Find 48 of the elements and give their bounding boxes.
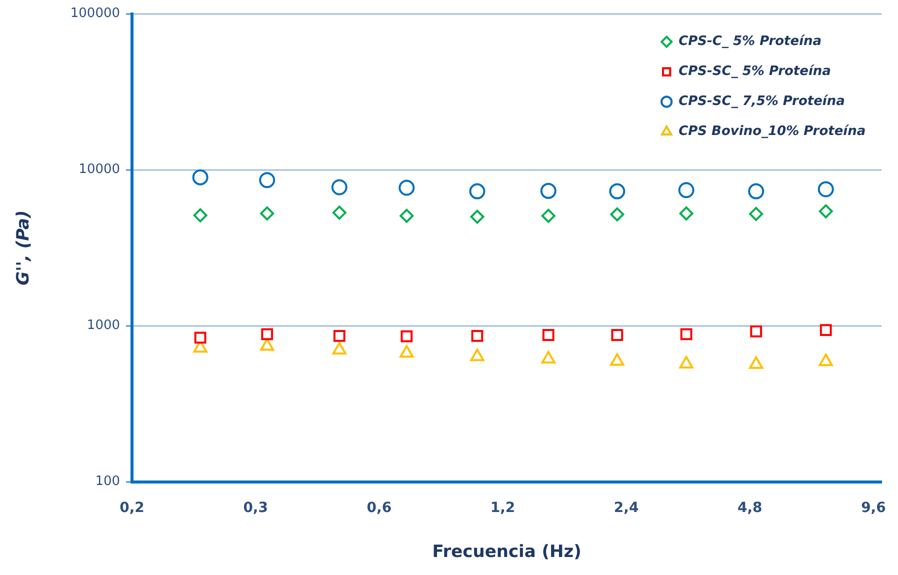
x-tick-label: 0,3 bbox=[243, 500, 268, 516]
y-tick-label: 1000 bbox=[86, 318, 120, 334]
point bbox=[470, 210, 484, 224]
point bbox=[471, 330, 484, 342]
point bbox=[194, 332, 206, 344]
x-tick-label: 9,6 bbox=[861, 500, 886, 516]
point bbox=[818, 181, 834, 198]
point bbox=[748, 183, 764, 200]
x-tick-label: 2,4 bbox=[614, 500, 639, 516]
y-axis-title: G'', (Pa) bbox=[14, 210, 34, 286]
point bbox=[678, 182, 694, 198]
point bbox=[750, 325, 762, 338]
x-tick-label: 0,6 bbox=[366, 500, 392, 516]
x-tick-label: 0,2 bbox=[120, 500, 144, 516]
point bbox=[541, 350, 556, 364]
y-tick-label: 100 bbox=[95, 474, 120, 490]
point bbox=[818, 354, 833, 366]
point bbox=[609, 183, 626, 200]
point bbox=[193, 208, 208, 222]
x-axis-title: Frecuencia (Hz) bbox=[432, 542, 582, 562]
point bbox=[470, 348, 484, 362]
point bbox=[680, 328, 692, 340]
point bbox=[749, 356, 764, 369]
point bbox=[679, 206, 694, 220]
point bbox=[469, 183, 486, 200]
legend-label: CPS Bovino_10% Proteína bbox=[678, 124, 866, 140]
legend-label: CPS-C_ 5% Proteína bbox=[678, 34, 822, 50]
x-tick-label: 4,8 bbox=[737, 500, 762, 516]
point bbox=[540, 182, 556, 199]
point bbox=[818, 204, 833, 218]
point bbox=[333, 330, 346, 342]
point bbox=[679, 356, 694, 369]
y-tick-label: 100000 bbox=[70, 6, 120, 22]
legend-label: CPS-SC_ 5% Proteína bbox=[678, 64, 831, 80]
point bbox=[611, 329, 624, 341]
point bbox=[820, 324, 832, 336]
point bbox=[541, 208, 556, 223]
y-tick-label: 10000 bbox=[78, 162, 120, 178]
point bbox=[749, 206, 764, 221]
point bbox=[332, 206, 346, 220]
point bbox=[610, 207, 624, 222]
point bbox=[542, 329, 554, 341]
point bbox=[332, 342, 346, 354]
x-tick-label: 1,2 bbox=[490, 500, 516, 516]
point bbox=[192, 169, 208, 186]
point bbox=[610, 353, 624, 366]
point bbox=[331, 179, 348, 196]
legend-label: CPS-SC_ 7,5% Proteína bbox=[678, 94, 845, 110]
